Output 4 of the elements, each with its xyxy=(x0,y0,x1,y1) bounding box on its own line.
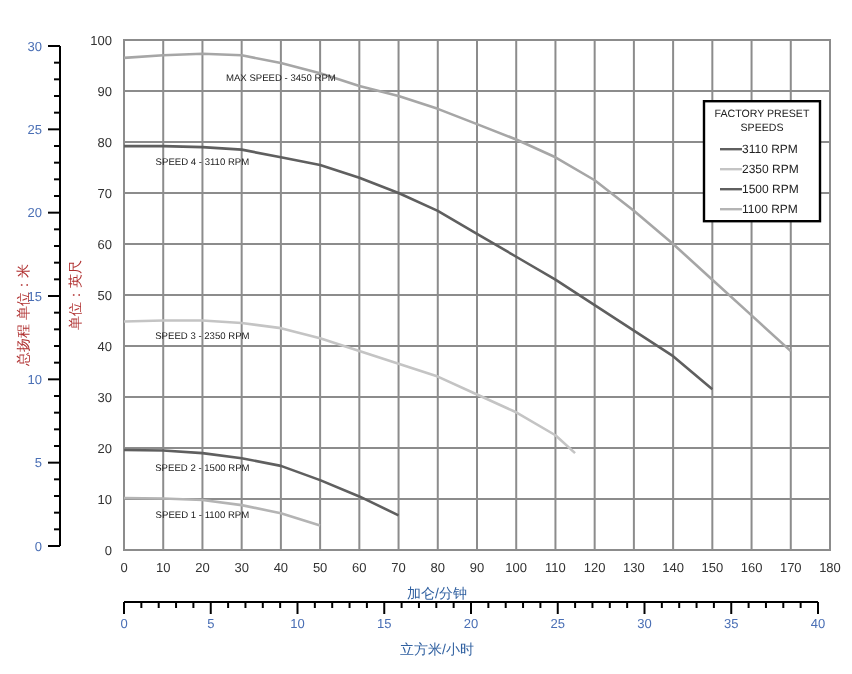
line-series xyxy=(122,319,577,455)
line-series xyxy=(122,144,714,391)
line-series xyxy=(122,496,322,527)
line-series xyxy=(122,448,400,517)
